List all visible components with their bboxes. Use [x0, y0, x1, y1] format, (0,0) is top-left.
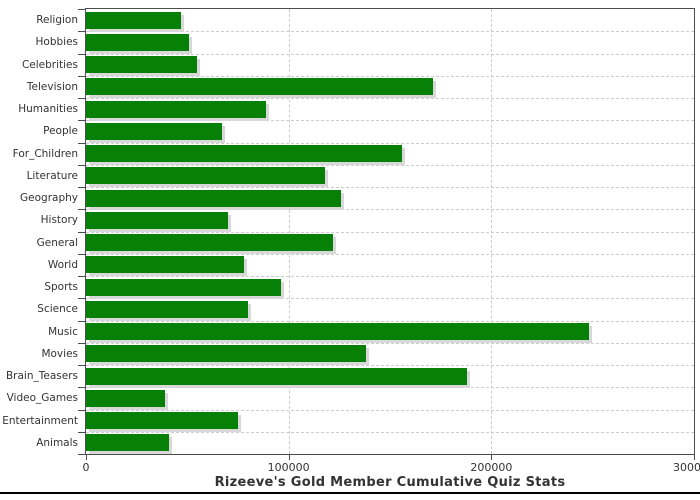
x-axis-tick [86, 455, 87, 460]
value-gridline [288, 9, 290, 454]
y-axis-tick [78, 187, 85, 188]
bar-video_games [86, 389, 166, 407]
category-label: History [40, 214, 78, 227]
y-axis-tick [78, 365, 85, 366]
y-axis-tick [78, 98, 85, 99]
bar-celebrities [86, 56, 198, 73]
bottom-divider [0, 492, 700, 494]
y-axis-tick [78, 387, 85, 389]
bar-for_children [86, 145, 403, 162]
category-gridline [86, 231, 694, 233]
category-gridline [86, 276, 694, 277]
category-gridline [86, 75, 694, 77]
category-label: World [47, 258, 78, 271]
category-gridline [86, 53, 694, 55]
category-gridline [86, 298, 694, 300]
category-label: Sports [44, 281, 78, 294]
category-label: Hobbies [35, 36, 79, 49]
category-label: Celebrities [21, 58, 78, 71]
bar-sports [86, 278, 281, 296]
y-axis-tick [78, 9, 85, 10]
x-tick-label: 200000 [470, 461, 513, 474]
category-label: Animals [36, 436, 78, 449]
y-axis-tick [78, 164, 85, 166]
category-label: Entertainment [2, 414, 78, 427]
y-axis-tick [78, 431, 85, 433]
x-tick-label: 0 [82, 461, 90, 474]
y-axis-tick [78, 120, 85, 122]
y-axis-tick [78, 342, 85, 344]
bar-animals [86, 434, 170, 452]
category-gridline [86, 31, 694, 33]
bar-religion [86, 11, 182, 29]
category-label: Geography [20, 192, 78, 205]
y-axis-tick [78, 253, 85, 255]
category-label: Science [37, 303, 78, 316]
bar-television [86, 78, 433, 96]
value-gridline [491, 9, 493, 454]
x-axis-tick [288, 455, 290, 460]
category-gridline [86, 187, 694, 188]
y-axis-tick [78, 231, 85, 233]
category-label: Video_Games [6, 392, 78, 405]
chart-title: Rizeeve's Gold Member Cumulative Quiz St… [214, 475, 566, 490]
category-gridline [86, 120, 694, 122]
plot-area [85, 8, 695, 455]
x-axis-tick [491, 455, 493, 460]
bar-people [86, 122, 222, 140]
category-label: Movies [41, 347, 78, 360]
category-gridline [86, 164, 694, 166]
bar-history [86, 211, 228, 229]
y-axis-tick [78, 209, 85, 211]
category-label: Literature [26, 169, 78, 182]
category-gridline [86, 365, 694, 366]
bar-world [86, 256, 245, 274]
y-axis-tick [78, 142, 85, 144]
x-axis-tick [694, 455, 695, 460]
category-gridline [86, 253, 694, 255]
bar-entertainment [86, 412, 238, 429]
bar-music [86, 323, 589, 340]
bar-brain_teasers [86, 367, 467, 385]
bar-geography [86, 189, 342, 207]
bar-general [86, 234, 334, 251]
y-axis-tick [78, 320, 85, 322]
category-gridline [86, 342, 694, 344]
category-gridline [86, 142, 694, 144]
category-label: General [36, 236, 78, 249]
bar-science [86, 300, 249, 318]
y-axis-tick [78, 454, 85, 455]
bar-humanities [86, 100, 267, 118]
y-axis-tick [78, 53, 85, 55]
bar-movies [86, 345, 366, 363]
category-label: Humanities [18, 103, 78, 116]
category-label: For_Children [12, 147, 78, 160]
category-gridline [86, 209, 694, 211]
category-label: Television [26, 80, 78, 93]
y-axis-tick [78, 298, 85, 300]
y-axis-tick [78, 409, 85, 411]
category-gridline [86, 409, 694, 411]
category-gridline [86, 387, 694, 389]
y-axis-tick [78, 31, 85, 33]
category-gridline [86, 431, 694, 433]
y-axis-tick [78, 276, 85, 277]
category-gridline [86, 320, 694, 322]
x-tick-label: 300000 [673, 461, 700, 474]
y-axis-tick [78, 75, 85, 77]
category-label: Brain_Teasers [5, 370, 78, 383]
category-label: People [43, 125, 78, 138]
bar-hobbies [86, 33, 190, 51]
bar-literature [86, 167, 326, 185]
x-tick-label: 100000 [267, 461, 310, 474]
category-label: Music [48, 325, 78, 338]
category-gridline [86, 98, 694, 99]
category-label: Religion [36, 14, 78, 27]
